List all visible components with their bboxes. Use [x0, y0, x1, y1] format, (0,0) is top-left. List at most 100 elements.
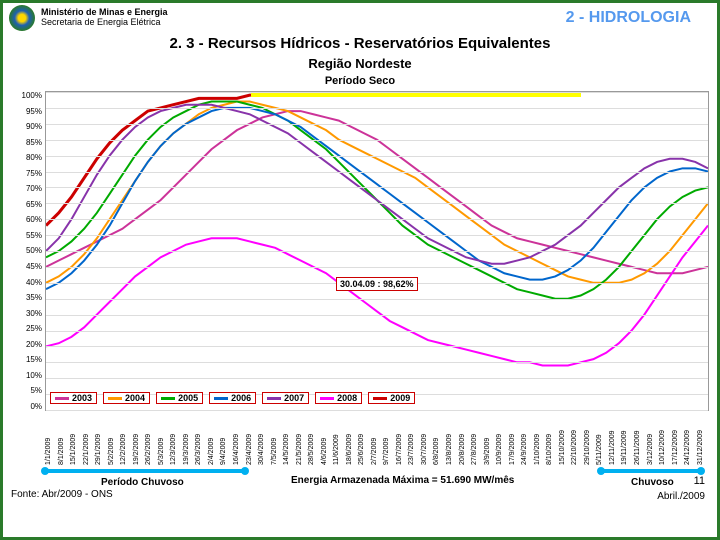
x-tick: 29/1/2009 — [95, 411, 108, 467]
x-tick: 17/12/2009 — [672, 411, 685, 467]
x-tick: 4/6/2009 — [321, 411, 334, 467]
page-number: 11 — [694, 475, 705, 487]
x-tick: 30/4/2009 — [258, 411, 271, 467]
x-tick: 8/10/2009 — [546, 411, 559, 467]
chart-container: Período Seco 100% 95% 90% 85% 80% 75% 70% 65% 60… — [11, 75, 709, 467]
x-tick: 23/4/2009 — [246, 411, 259, 467]
legend-label: 2006 — [231, 393, 251, 403]
y-tick: 100% — [11, 91, 42, 100]
y-tick: 95% — [11, 107, 42, 116]
y-tick: 90% — [11, 122, 42, 131]
dot-icon — [597, 467, 605, 475]
fonte-label: Fonte: Abr/2009 - ONS — [11, 489, 113, 500]
series-line — [46, 226, 708, 366]
legend-swatch — [373, 397, 387, 400]
x-tick: 9/7/2009 — [383, 411, 396, 467]
legend-label: 2003 — [72, 393, 92, 403]
y-tick: 80% — [11, 153, 42, 162]
x-tick: 7/5/2009 — [271, 411, 284, 467]
x-tick: 19/11/2009 — [621, 411, 634, 467]
x-tick: 20/8/2009 — [459, 411, 472, 467]
x-tick: 9/4/2009 — [220, 411, 233, 467]
periodo-chuvoso-label: Período Chuvoso — [101, 477, 184, 488]
y-tick: 15% — [11, 355, 42, 364]
x-tick: 3/9/2009 — [484, 411, 497, 467]
x-tick: 12/2/2009 — [120, 411, 133, 467]
header: Ministério de Minas e Energia Secretaria… — [3, 3, 717, 33]
legend-item: 2008 — [315, 392, 362, 404]
legend-item: 2003 — [50, 392, 97, 404]
footer-row: Período Chuvoso Chuvoso Energia Armazena… — [11, 469, 709, 509]
legend-swatch — [161, 397, 175, 400]
x-tick: 24/9/2009 — [521, 411, 534, 467]
slide-frame: Ministério de Minas e Energia Secretaria… — [0, 0, 720, 540]
x-tick: 26/11/2009 — [634, 411, 647, 467]
chart-title: Período Seco — [11, 75, 709, 87]
legend-item: 2004 — [103, 392, 150, 404]
legend: 2003 2004 2005 2006 2007 2008 2009 — [50, 392, 415, 404]
dot-icon — [697, 467, 705, 475]
y-tick: 25% — [11, 324, 42, 333]
y-tick: 45% — [11, 262, 42, 271]
x-tick: 26/2/2009 — [145, 411, 158, 467]
x-tick: 8/1/2009 — [58, 411, 71, 467]
x-tick: 14/5/2009 — [283, 411, 296, 467]
legend-label: 2005 — [178, 393, 198, 403]
y-tick: 55% — [11, 231, 42, 240]
x-tick: 5/2/2009 — [108, 411, 121, 467]
y-tick: 70% — [11, 184, 42, 193]
x-tick: 2/4/2009 — [208, 411, 221, 467]
y-tick: 75% — [11, 169, 42, 178]
y-tick: 85% — [11, 138, 42, 147]
y-tick: 40% — [11, 278, 42, 287]
subtitle: 2. 3 - Recursos Hídricos - Reservatórios… — [3, 35, 717, 52]
dot-icon — [41, 467, 49, 475]
y-tick: 65% — [11, 200, 42, 209]
energia-maxima-label: Energia Armazenada Máxima = 51.690 MW/mê… — [291, 475, 514, 486]
x-tick: 30/7/2009 — [421, 411, 434, 467]
y-tick: 50% — [11, 246, 42, 255]
y-tick: 35% — [11, 293, 42, 302]
y-tick: 60% — [11, 215, 42, 224]
legend-label: 2008 — [337, 393, 357, 403]
ministry-line2: Secretaria de Energia Elétrica — [41, 18, 168, 28]
x-tick: 2/7/2009 — [371, 411, 384, 467]
y-tick: 0% — [11, 402, 42, 411]
x-tick: 1/1/2009 — [45, 411, 58, 467]
section-title: 2 - HIDROLOGIA — [566, 9, 691, 27]
x-tick: 10/9/2009 — [496, 411, 509, 467]
date-reference: Abril./2009 — [657, 491, 705, 502]
legend-label: 2004 — [125, 393, 145, 403]
x-tick: 19/3/2009 — [183, 411, 196, 467]
x-tick: 11/6/2009 — [333, 411, 346, 467]
periodo-chuvoso-bar-right — [601, 469, 701, 473]
x-tick: 24/12/2009 — [684, 411, 697, 467]
x-tick: 5/3/2009 — [158, 411, 171, 467]
x-tick: 12/11/2009 — [609, 411, 622, 467]
x-tick: 6/8/2009 — [433, 411, 446, 467]
y-tick: 10% — [11, 371, 42, 380]
x-tick: 1/10/2009 — [534, 411, 547, 467]
legend-swatch — [108, 397, 122, 400]
x-tick: 13/8/2009 — [446, 411, 459, 467]
series-line — [46, 102, 708, 283]
brazil-coat-of-arms-logo — [9, 5, 35, 31]
legend-item: 2009 — [368, 392, 415, 404]
x-axis: 1/1/20098/1/200915/1/200922/1/200929/1/2… — [45, 411, 709, 467]
x-tick: 26/3/2009 — [195, 411, 208, 467]
legend-swatch — [214, 397, 228, 400]
x-tick: 31/12/2009 — [697, 411, 710, 467]
x-tick: 19/2/2009 — [133, 411, 146, 467]
y-axis: 100% 95% 90% 85% 80% 75% 70% 65% 60% 55% 50% 45% 40%… — [11, 91, 45, 411]
plot-area: 30.04.09 : 98,62% 2003200420052006200720… — [45, 91, 709, 411]
x-tick: 28/5/2009 — [308, 411, 321, 467]
x-tick: 15/10/2009 — [559, 411, 572, 467]
ministry-block: Ministério de Minas e Energia Secretaria… — [41, 8, 168, 28]
x-tick: 29/10/2009 — [584, 411, 597, 467]
legend-label: 2007 — [284, 393, 304, 403]
y-tick: 5% — [11, 386, 42, 395]
x-tick: 22/1/2009 — [83, 411, 96, 467]
x-tick: 16/4/2009 — [233, 411, 246, 467]
x-tick: 5/11/2009 — [596, 411, 609, 467]
y-tick: 30% — [11, 309, 42, 318]
